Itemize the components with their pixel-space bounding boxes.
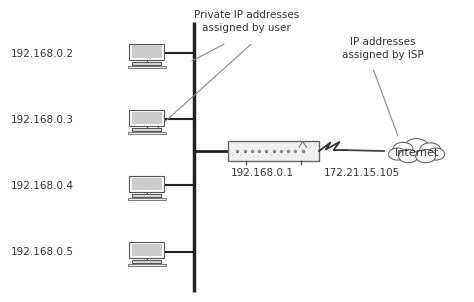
FancyBboxPatch shape <box>129 176 164 192</box>
Circle shape <box>389 148 407 160</box>
Circle shape <box>416 149 436 163</box>
FancyBboxPatch shape <box>228 141 319 161</box>
FancyBboxPatch shape <box>128 132 166 134</box>
Circle shape <box>420 143 441 157</box>
Text: IP addresses
assigned by ISP: IP addresses assigned by ISP <box>342 37 423 59</box>
FancyBboxPatch shape <box>132 128 161 131</box>
Circle shape <box>393 142 413 156</box>
FancyBboxPatch shape <box>129 110 164 126</box>
Circle shape <box>427 148 445 160</box>
FancyBboxPatch shape <box>132 178 162 190</box>
FancyBboxPatch shape <box>128 264 166 266</box>
Text: Internet: Internet <box>394 147 439 158</box>
Text: 192.168.0.4: 192.168.0.4 <box>11 181 74 191</box>
Text: 192.168.0.1: 192.168.0.1 <box>230 168 293 178</box>
FancyBboxPatch shape <box>132 45 162 58</box>
FancyBboxPatch shape <box>129 44 164 59</box>
FancyBboxPatch shape <box>132 260 161 263</box>
Circle shape <box>399 149 419 163</box>
Text: Private IP addresses
assigned by user: Private IP addresses assigned by user <box>194 10 299 33</box>
Text: 192.168.0.2: 192.168.0.2 <box>11 49 74 59</box>
Circle shape <box>388 132 446 170</box>
Circle shape <box>405 139 428 154</box>
FancyBboxPatch shape <box>132 111 162 124</box>
FancyBboxPatch shape <box>132 244 162 256</box>
FancyBboxPatch shape <box>132 62 161 65</box>
Text: 192.168.0.5: 192.168.0.5 <box>11 247 74 257</box>
Text: 172.21.15.105: 172.21.15.105 <box>324 168 400 178</box>
FancyBboxPatch shape <box>128 198 166 200</box>
FancyBboxPatch shape <box>128 66 166 68</box>
Text: 192.168.0.3: 192.168.0.3 <box>11 115 74 125</box>
FancyBboxPatch shape <box>132 194 161 197</box>
FancyBboxPatch shape <box>129 242 164 258</box>
